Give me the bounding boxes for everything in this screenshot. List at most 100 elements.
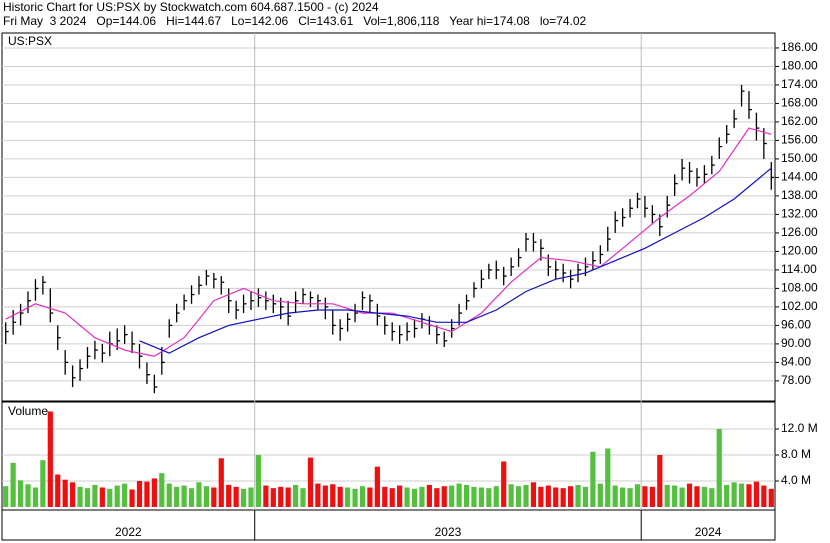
volume-bar [255,455,262,507]
symbol-label: US:PSX [8,34,52,48]
y-tick-label: 156.00 [781,133,818,147]
volume-bar [322,485,328,507]
volume-bar [315,483,321,507]
volume-bar [159,473,165,507]
volume-bar [716,429,722,507]
volume-bar [345,487,351,507]
volume-label: Volume [8,404,48,418]
volume-bar [426,484,432,507]
y-tick-label: 102.00 [781,299,818,313]
volume-bar [226,484,232,507]
volume-bar [203,486,210,507]
volume-bar [382,486,388,507]
volume-bar [753,481,760,507]
volume-bar [359,486,366,507]
volume-bar [709,488,715,507]
volume-bar [107,488,113,507]
moving-average [5,127,772,357]
volume-bar [374,466,380,507]
y-tick-label: 120.00 [781,244,818,258]
volume-bar [567,486,574,507]
volume-bar [701,486,707,507]
volume-bar [211,487,217,507]
volume-bar [582,486,589,507]
volume-bar [411,488,418,507]
volume-bar [605,448,611,507]
volume-bar [627,488,633,507]
volume-bar [397,485,403,507]
y-tick-label: 114.00 [781,262,817,276]
volume-bar [337,486,343,507]
volume-bar [389,488,395,507]
y-tick-label: 150.00 [781,151,818,165]
volume-bar [768,488,774,507]
volume-bar [597,483,603,507]
volume-bar [122,483,128,507]
volume-bar [292,484,299,507]
volume-bar [478,487,485,507]
volume-bar [166,483,172,507]
volume-bar [285,487,291,507]
y-tick-label: 96.00 [781,318,811,332]
volume-bar [62,479,68,507]
x-tick-label: 2022 [115,525,142,539]
y-tick-label: 12.0 M [781,421,818,435]
volume-bar [538,486,544,507]
y-tick-label: 168.00 [781,96,818,110]
volume-bar [263,485,269,507]
volume-bar [47,411,53,507]
y-tick-label: 90.00 [781,336,811,350]
volume-bar [419,486,425,507]
chart-subtitle: Fri May 3 2024 Op=144.06 Hi=144.67 Lo=14… [3,14,587,28]
volume-bar [144,481,150,507]
volume-bar [270,488,276,507]
volume-bar [352,488,358,507]
volume-bar [761,485,767,507]
volume-bar [612,485,618,507]
volume-bar [486,488,492,507]
volume-bar [746,484,752,507]
volume-bar [77,486,83,507]
y-tick-label: 144.00 [781,170,818,184]
volume-bar [657,455,663,507]
volume-bar [508,484,514,507]
volume-bar [10,462,16,507]
moving-average [139,167,772,354]
volume-bar [248,487,254,507]
volume-bar [17,480,24,507]
volume-bar [634,484,641,507]
volume-bar [449,485,455,507]
volume-bar [456,483,462,507]
volume-bar [151,478,157,507]
volume-bar [620,487,626,507]
y-tick-label: 186.00 [781,40,818,54]
y-tick-label: 4.0 M [781,473,811,487]
plot-layer: 78.00 84.00 90.00 96.00 102.00 108.00 114.00 12… [2,33,818,540]
volume-bar [545,485,551,507]
volume-bar [441,486,447,507]
volume-bar [55,474,61,507]
y-tick-label: 180.00 [781,59,818,73]
volume-bar [664,484,670,507]
volume-bar [404,487,410,507]
volume-bar [278,486,284,507]
volume-bar [463,484,470,507]
volume-bar [114,485,120,507]
volume-bar [515,486,522,507]
price-panel [1,32,776,402]
volume-bar [575,484,581,507]
volume-bar [434,488,440,507]
volume-bar [694,486,700,507]
volume-bar [530,482,537,507]
volume-bar [590,451,596,507]
volume-bar [471,486,477,507]
volume-bar [672,485,678,507]
volume-bar [679,487,685,507]
date-axis [1,509,776,541]
volume-bar [493,486,499,507]
volume-bar [731,482,737,507]
volume-bar [129,489,135,507]
volume-bar [330,484,336,507]
x-tick-label: 2024 [695,525,722,539]
